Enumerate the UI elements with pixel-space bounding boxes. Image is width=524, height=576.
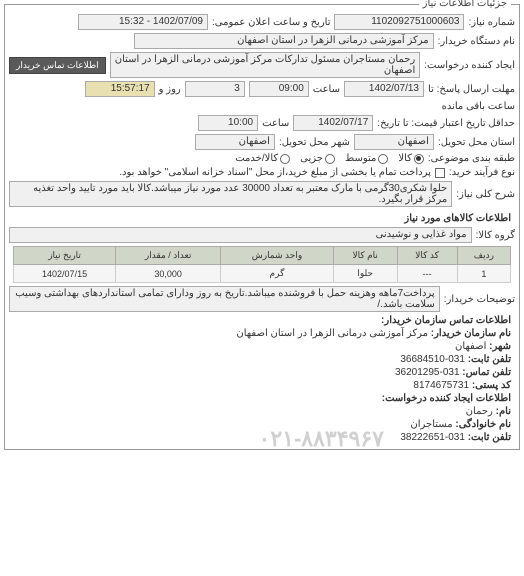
budget-class-label: طبقه بندی موضوعی: bbox=[428, 153, 515, 164]
postal-line: کد پستی: 8174675731 bbox=[13, 380, 511, 391]
contact-buyer-button[interactable]: اطلاعات تماس خریدار bbox=[9, 57, 106, 74]
delivery-prov-label: استان محل تحویل: bbox=[438, 137, 515, 148]
deadline-hour-field: 09:00 bbox=[249, 81, 309, 97]
td-code: --- bbox=[397, 265, 457, 283]
th-name: نام کالا bbox=[333, 247, 397, 265]
org-name-line: نام سازمان خریدار: مرکز آموزشی درمانی ال… bbox=[13, 328, 511, 339]
budget-opt-a: کالا bbox=[398, 153, 412, 164]
td-date: 1402/07/15 bbox=[14, 265, 116, 283]
budget-radio-kala[interactable]: کالا bbox=[398, 153, 424, 164]
pub-date-field: 1402/07/09 - 15:32 bbox=[78, 14, 208, 30]
group-label: گروه کالا: bbox=[476, 230, 515, 241]
purchase-note: پرداخت تمام یا بخشی از مبلغ خرید،از محل … bbox=[119, 167, 431, 178]
fax-line: تلفن تماس: 031-36201295 bbox=[13, 367, 511, 378]
delivery-city-field: اصفهان bbox=[195, 134, 275, 150]
fieldset-legend: جزئیات اطلاعات نیاز bbox=[419, 0, 511, 9]
budget-opt-d: کالا/خدمت bbox=[235, 153, 278, 164]
table-header-row: ردیف کد کالا نام کالا واحد شمارش تعداد /… bbox=[14, 247, 511, 265]
budget-radio-service[interactable]: کالا/خدمت bbox=[235, 153, 290, 164]
req-no-label: شماره نیاز: bbox=[468, 17, 515, 28]
buyer-field: مرکز آموزشی درمانی الزهرا در استان اصفها… bbox=[134, 33, 434, 49]
contact-section-title: اطلاعات تماس سازمان خریدار: bbox=[13, 315, 511, 326]
creator-family-line: نام خانوادگی: مستاجران bbox=[13, 419, 511, 430]
budget-opt-b: متوسط bbox=[345, 153, 376, 164]
purchase-type-label: نوع فرآیند خرید: bbox=[449, 167, 515, 178]
desc-label: شرح کلی نیاز: bbox=[456, 189, 515, 200]
th-qty: تعداد / مقدار bbox=[116, 247, 221, 265]
th-unit: واحد شمارش bbox=[221, 247, 334, 265]
radio-icon bbox=[325, 154, 335, 164]
delivery-city-label: شهر محل تحویل: bbox=[279, 137, 350, 148]
delivery-prov-field: اصفهان bbox=[354, 134, 434, 150]
purchase-checkbox[interactable] bbox=[435, 168, 445, 178]
remain-time-field: 15:57:17 bbox=[85, 81, 155, 97]
remain-days-field: 3 bbox=[185, 81, 245, 97]
td-row: 1 bbox=[457, 265, 510, 283]
remain-suffix-label: ساعت باقی مانده bbox=[442, 101, 515, 112]
budget-opt-c: جزیی bbox=[300, 153, 323, 164]
creator-phone-line: تلفن ثابت: 031-38222651 bbox=[13, 432, 511, 443]
goods-table: ردیف کد کالا نام کالا واحد شمارش تعداد /… bbox=[13, 246, 511, 283]
radio-icon bbox=[378, 154, 388, 164]
th-date: تاریخ نیاز bbox=[14, 247, 116, 265]
buyer-notes-label: توضیحات خریدار: bbox=[444, 294, 515, 305]
budget-radio-group: کالا متوسط جزیی کالا/خدمت bbox=[235, 153, 424, 164]
pub-date-label: تاریخ و ساعت اعلان عمومی: bbox=[212, 17, 331, 28]
city-line: شهر: اصفهان bbox=[13, 341, 511, 352]
valid-until-hour-label: ساعت bbox=[262, 118, 289, 129]
valid-until-hour-field: 10:00 bbox=[198, 115, 258, 131]
goods-section-title: اطلاعات کالاهای مورد نیاز bbox=[13, 213, 511, 224]
remain-days-label: روز و bbox=[159, 84, 181, 95]
deadline-label: مهلت ارسال پاسخ: تا bbox=[428, 84, 515, 95]
radio-icon bbox=[280, 154, 290, 164]
deadline-hour-label: ساعت bbox=[313, 84, 340, 95]
valid-until-label: حداقل تاریخ اعتبار قیمت: تا تاریخ: bbox=[377, 118, 515, 129]
group-field: مواد غذایی و نوشیدنی bbox=[9, 227, 472, 243]
phone-line: تلفن ثابت: 031-36684510 bbox=[13, 354, 511, 365]
buyer-label: نام دستگاه خریدار: bbox=[438, 36, 515, 47]
creator-section-title: اطلاعات ایجاد کننده درخواست: bbox=[13, 393, 511, 404]
td-qty: 30,000 bbox=[116, 265, 221, 283]
valid-until-date-field: 1402/07/17 bbox=[293, 115, 373, 131]
budget-radio-minor[interactable]: جزیی bbox=[300, 153, 335, 164]
th-code: کد کالا bbox=[397, 247, 457, 265]
td-unit: گرم bbox=[221, 265, 334, 283]
buyer-notes-field: پرداخت7ماهه وهزینه حمل با فروشنده میباشد… bbox=[9, 286, 440, 312]
creator-name-line: نام: رحمان bbox=[13, 406, 511, 417]
requester-label: ایجاد کننده درخواست: bbox=[424, 60, 515, 71]
table-row: 1 --- حلوا گرم 30,000 1402/07/15 bbox=[14, 265, 511, 283]
td-name: حلوا bbox=[333, 265, 397, 283]
budget-radio-medium[interactable]: متوسط bbox=[345, 153, 388, 164]
details-fieldset: جزئیات اطلاعات نیاز شماره نیاز: 11020927… bbox=[4, 4, 520, 450]
th-row: ردیف bbox=[457, 247, 510, 265]
req-no-field: 1102092751000603 bbox=[334, 14, 464, 30]
radio-icon bbox=[414, 154, 424, 164]
deadline-date-field: 1402/07/13 bbox=[344, 81, 424, 97]
desc-field: حلوا شکری30گرمی با مارک معتبر به تعداد 3… bbox=[9, 181, 452, 207]
requester-field: رحمان مستاجران مسئول تدارکات مرکز آموزشی… bbox=[110, 52, 421, 78]
